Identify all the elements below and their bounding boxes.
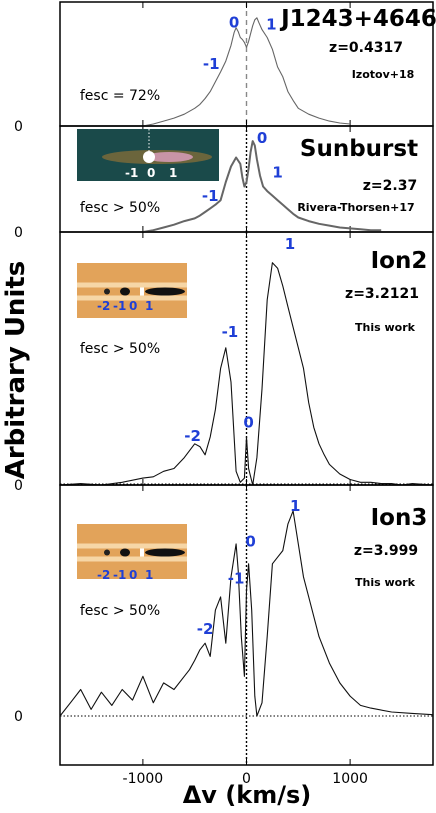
inset-image (77, 524, 187, 579)
inset-image (77, 129, 219, 181)
object-name: Ion3 (371, 505, 428, 531)
x-tick-label: 1000 (332, 771, 368, 787)
inset-label: 1 (145, 299, 153, 313)
inset-band-light (77, 556, 187, 562)
redshift-label: z=3.999 (354, 543, 418, 559)
spectrum-line (59, 262, 434, 486)
inset-bright (140, 287, 144, 296)
inset-blob (145, 287, 185, 296)
peak-label: -1 (202, 187, 219, 205)
inset-label: 0 (129, 568, 137, 582)
inset-bright (140, 548, 144, 557)
redshift-label: z=3.2121 (345, 286, 419, 302)
inset-image (77, 263, 187, 318)
inset-band-light (77, 295, 187, 301)
inset-blob (104, 549, 110, 556)
inset-label: 0 (129, 299, 137, 313)
y-axis-label: Arbitrary Units (1, 261, 31, 480)
fesc-label: fesc = 72% (80, 88, 160, 104)
fesc-label: fesc > 50% (80, 341, 160, 357)
inset-label: -1 (113, 299, 126, 313)
inset-blob (120, 548, 130, 557)
inset-blob (120, 287, 130, 296)
y-zero-label: 0 (14, 119, 23, 135)
x-axis-label: Δv (km/s) (183, 781, 312, 809)
x-tick-label: -1000 (123, 771, 164, 787)
inset-blob (145, 548, 185, 557)
peak-label: 1 (272, 163, 282, 181)
inset-band-light (77, 282, 187, 288)
object-name: J1243+4646 (279, 6, 436, 32)
spectrum-line (142, 140, 382, 233)
reference-label: Rivera-Thorsen+17 (297, 201, 414, 214)
peak-label: 1 (290, 497, 300, 515)
inset-label: 0 (147, 166, 155, 180)
x-tick-label: 0 (242, 771, 251, 787)
spectrum-line (59, 510, 434, 717)
peak-label: 1 (285, 235, 295, 253)
inset-label: -1 (113, 568, 126, 582)
inset-knot (143, 151, 155, 163)
inset-arc-pink (145, 152, 193, 162)
inset-blob (104, 288, 110, 295)
y-zero-label: 0 (14, 478, 23, 494)
reference-label: Izotov+18 (352, 68, 415, 81)
peak-label: 1 (266, 16, 276, 34)
object-name: Sunburst (300, 136, 418, 162)
inset-label: -2 (97, 299, 110, 313)
peak-label: -1 (222, 323, 239, 341)
peak-label: 0 (245, 533, 255, 551)
inset-label: 1 (145, 568, 153, 582)
inset-label: -1 (125, 166, 138, 180)
peak-label: -2 (184, 427, 201, 445)
peak-label: 0 (257, 129, 267, 147)
peak-label: -2 (197, 620, 214, 638)
peak-label: 0 (243, 413, 253, 431)
inset-label: 1 (169, 166, 177, 180)
y-zero-label: 0 (14, 709, 23, 725)
object-name: Ion2 (371, 248, 428, 274)
inset-label: -2 (97, 568, 110, 582)
redshift-label: z=2.37 (363, 178, 417, 194)
reference-label: This work (355, 321, 416, 334)
fesc-label: fesc > 50% (80, 200, 160, 216)
redshift-label: z=0.4317 (329, 40, 403, 56)
peak-label: 0 (229, 14, 239, 32)
panel-j1243: 0 0 -1 1 J1243+4646 z=0.4317 Izotov+18 fesc = 7… (14, 1, 436, 135)
y-zero-label: 0 (14, 225, 23, 241)
fesc-label: fesc > 50% (80, 603, 160, 619)
inset-band-light (77, 543, 187, 549)
panel-sunburst: 0-1 0 10-11Sunburstz=2.37Rivera-Thorsen+17… (14, 125, 434, 241)
spectrum-line (142, 17, 351, 127)
peak-label: -1 (203, 55, 220, 73)
peak-label: -1 (228, 570, 245, 588)
reference-label: This work (355, 576, 416, 589)
